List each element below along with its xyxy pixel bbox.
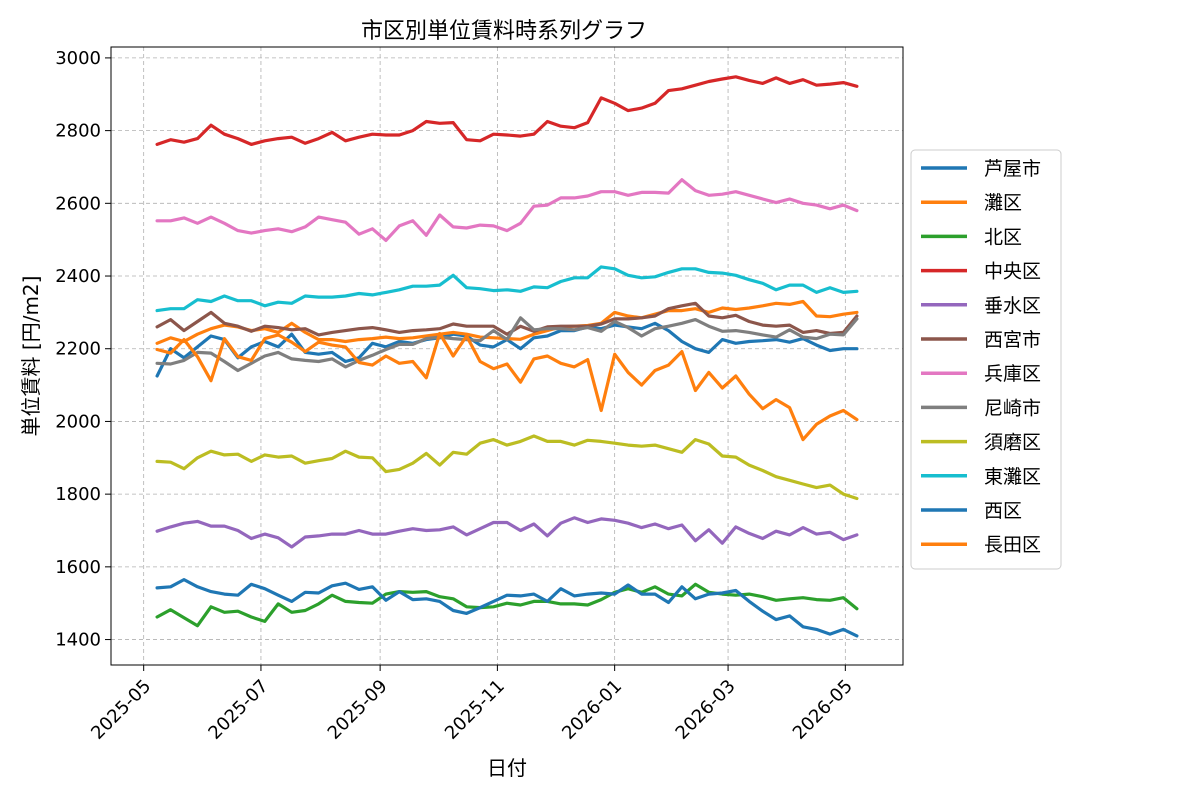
y-tick-label: 2600 [55, 193, 101, 214]
y-tick-label: 2400 [55, 266, 101, 287]
x-tick-label: 2025-11 [441, 676, 509, 744]
x-axis-title: 日付 [487, 756, 527, 780]
y-tick-label: 1600 [55, 557, 101, 578]
series-line-0 [155, 321, 859, 378]
series-line-6 [155, 178, 859, 242]
x-axis: 2025-05 2025-07 2025-09 2025-11 2026-01 2026-… [87, 665, 857, 744]
series-line-10 [155, 577, 859, 638]
x-tick-label: 2026-03 [672, 676, 740, 744]
legend-label: 灘区 [984, 192, 1022, 214]
series-line-7 [155, 316, 859, 373]
legend-label: 中央区 [984, 261, 1041, 283]
legend-label: 須磨区 [984, 432, 1041, 454]
grid [111, 47, 903, 665]
legend-label: 北区 [984, 226, 1022, 248]
x-tick-label: 2026-05 [789, 676, 857, 744]
series-line-4 [155, 516, 859, 549]
series-line-3 [155, 75, 859, 146]
y-tick-label: 3000 [55, 48, 101, 69]
y-tick-label: 1800 [55, 484, 101, 505]
y-tick-label: 1400 [55, 630, 101, 651]
plot-area-frame [110, 46, 904, 666]
x-tick-label: 2025-05 [87, 676, 155, 744]
y-tick-label: 2200 [55, 339, 101, 360]
legend-label: 西区 [984, 500, 1022, 522]
series-line-9 [155, 265, 859, 313]
legend-label: 垂水区 [984, 295, 1041, 317]
series-line-5 [155, 301, 859, 337]
y-axis-title: 単位賃料 [円/m2] [19, 276, 43, 437]
legend-label: 東灘区 [984, 466, 1041, 488]
chart-title: 市区別単位賃料時系列グラフ [361, 19, 647, 44]
legend-label: 西宮市 [984, 329, 1041, 351]
legend-label: 尼崎市 [984, 397, 1041, 419]
y-tick-label: 2800 [55, 121, 101, 142]
legend-label: 芦屋市 [984, 158, 1041, 180]
y-tick-label: 2000 [55, 411, 101, 432]
legend-label: 兵庫区 [984, 363, 1041, 385]
x-tick-label: 2026-01 [558, 676, 626, 744]
series-lines [155, 75, 859, 638]
y-axis: 1400 1600 1800 2000 2200 2400 2600 2800 3000 [55, 48, 111, 651]
legend-label: 長田区 [984, 534, 1041, 556]
x-tick-label: 2025-09 [324, 676, 392, 744]
series-line-11 [155, 331, 859, 442]
x-tick-label: 2025-07 [204, 676, 272, 744]
legend-box [910, 149, 1062, 570]
series-line-8 [155, 434, 859, 501]
